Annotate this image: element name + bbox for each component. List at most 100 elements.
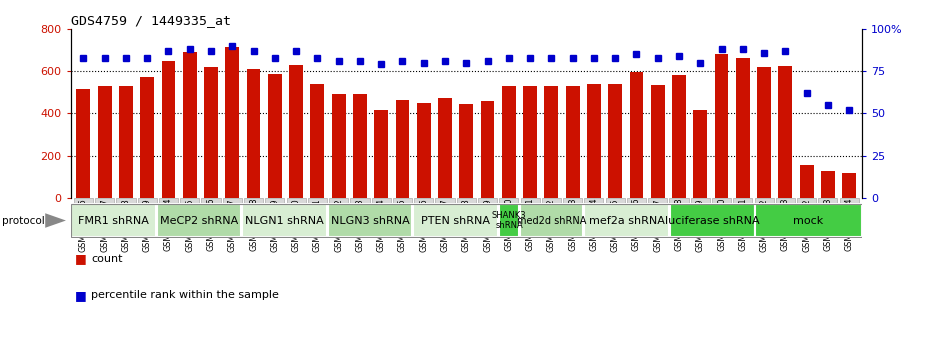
Bar (670, 204, 755, 237)
Bar (289, 65, 303, 198)
Bar (350, 198, 369, 203)
Bar (563, 198, 582, 203)
Bar (374, 110, 388, 198)
Bar (457, 198, 476, 203)
Bar (755, 204, 862, 237)
Bar (690, 198, 710, 203)
Bar (755, 198, 773, 203)
Bar (117, 198, 136, 203)
Text: SHANK3
shRNA: SHANK3 shRNA (492, 211, 527, 230)
Text: ■: ■ (75, 252, 87, 265)
Bar (629, 72, 643, 198)
Bar (286, 198, 306, 203)
Text: GSM1145759: GSM1145759 (143, 198, 152, 252)
Bar (73, 198, 93, 203)
Text: GSM1145761: GSM1145761 (739, 198, 747, 252)
Text: GSM1145772: GSM1145772 (334, 198, 343, 252)
Text: GSM1145786: GSM1145786 (632, 198, 641, 252)
Text: mef2a shRNA: mef2a shRNA (589, 216, 665, 225)
Text: MeCP2 shRNA: MeCP2 shRNA (160, 216, 238, 225)
Bar (180, 198, 200, 203)
Text: protocol: protocol (2, 216, 44, 225)
Bar (609, 84, 622, 198)
Text: GSM1145944: GSM1145944 (845, 198, 853, 252)
Bar (222, 198, 242, 203)
Bar (499, 198, 518, 203)
Bar (587, 84, 601, 198)
Text: GSM1145788: GSM1145788 (674, 198, 684, 252)
Text: GSM1145774: GSM1145774 (377, 198, 385, 252)
Bar (736, 57, 750, 198)
Text: GSM1145789: GSM1145789 (696, 198, 705, 252)
Bar (438, 98, 452, 198)
Bar (204, 67, 218, 198)
Text: GSM1145760: GSM1145760 (717, 198, 726, 252)
Bar (266, 198, 284, 203)
Bar (162, 61, 175, 198)
Text: GSM1145769: GSM1145769 (270, 198, 280, 252)
Text: GSM1145778: GSM1145778 (462, 198, 471, 252)
Bar (460, 104, 473, 198)
Bar (202, 198, 220, 203)
Bar (478, 198, 497, 203)
Polygon shape (45, 213, 66, 228)
Text: GSM1145780: GSM1145780 (504, 198, 513, 252)
Bar (159, 198, 178, 203)
Bar (606, 198, 625, 203)
Bar (521, 198, 540, 203)
Bar (247, 69, 261, 198)
Text: GSM1145771: GSM1145771 (313, 198, 322, 252)
Bar (76, 89, 90, 198)
Bar (693, 110, 707, 198)
Text: GSM1145777: GSM1145777 (441, 198, 449, 252)
Bar (821, 171, 835, 198)
Text: count: count (91, 254, 122, 264)
Bar (372, 198, 391, 203)
Bar (584, 204, 669, 237)
Bar (268, 74, 282, 198)
Bar (839, 198, 859, 203)
Text: NLGN1 shRNA: NLGN1 shRNA (245, 216, 324, 225)
Bar (416, 103, 430, 198)
Text: GSM1145785: GSM1145785 (610, 198, 620, 252)
Bar (648, 198, 667, 203)
Bar (797, 198, 816, 203)
Text: med2d shRNA: med2d shRNA (517, 216, 587, 225)
Bar (544, 86, 559, 198)
Bar (435, 198, 455, 203)
Bar (119, 86, 133, 198)
Text: GSM1145784: GSM1145784 (590, 198, 598, 252)
Text: GSM1145757: GSM1145757 (100, 198, 109, 252)
Bar (98, 86, 111, 198)
Bar (819, 198, 837, 203)
Text: GSM1145782: GSM1145782 (547, 198, 556, 252)
Bar (842, 172, 856, 198)
Text: GSM1145781: GSM1145781 (526, 198, 535, 252)
Bar (733, 198, 753, 203)
Bar (156, 204, 241, 237)
Bar (183, 52, 197, 198)
Text: GSM1145776: GSM1145776 (419, 198, 429, 252)
Bar (71, 204, 155, 237)
Bar (225, 47, 239, 198)
Text: GSM1145767: GSM1145767 (228, 198, 236, 252)
Text: GSM1145763: GSM1145763 (781, 198, 789, 252)
Bar (712, 198, 731, 203)
Text: GSM1145779: GSM1145779 (483, 198, 492, 252)
Text: PTEN shRNA: PTEN shRNA (421, 216, 490, 225)
Bar (95, 198, 114, 203)
Text: GSM1145783: GSM1145783 (568, 198, 577, 252)
Text: ■: ■ (75, 289, 87, 302)
Bar (584, 198, 604, 203)
Bar (353, 94, 366, 198)
Text: GSM1145943: GSM1145943 (823, 198, 833, 252)
Text: GSM1145773: GSM1145773 (355, 198, 365, 252)
Bar (140, 77, 154, 198)
Bar (800, 165, 814, 198)
Text: GSM1145942: GSM1145942 (803, 198, 811, 252)
Bar (242, 204, 327, 237)
Bar (757, 67, 771, 198)
Bar (332, 94, 346, 198)
Bar (626, 198, 646, 203)
Bar (414, 204, 498, 237)
